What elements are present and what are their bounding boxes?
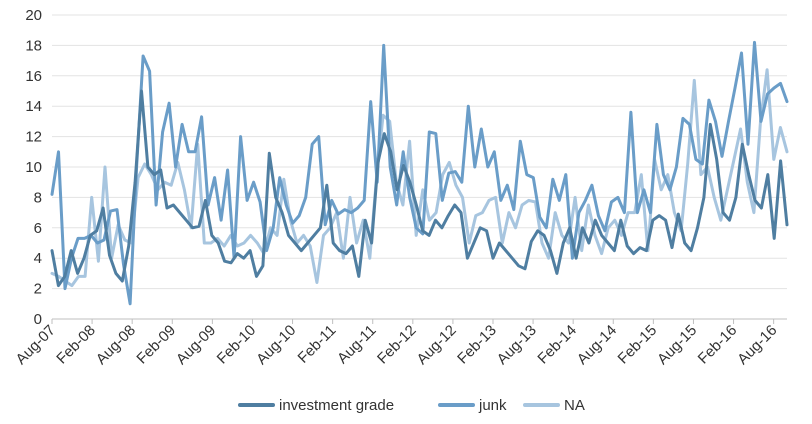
y-tick-label: 2 xyxy=(34,281,42,298)
x-tick-label: Aug-10 xyxy=(253,322,299,368)
x-tick-label: Feb-10 xyxy=(214,322,260,368)
series-line-investment-grade xyxy=(50,89,789,288)
y-tick-label: 12 xyxy=(25,129,42,146)
x-tick-label: Aug-13 xyxy=(494,322,540,368)
x-tick-label: Feb-11 xyxy=(295,322,340,367)
x-tick-label: Feb-14 xyxy=(534,322,580,368)
x-tick-label: Aug-15 xyxy=(654,322,700,368)
y-tick-label: 6 xyxy=(34,220,42,237)
y-tick-label: 14 xyxy=(25,98,42,115)
x-tick-label: Aug-12 xyxy=(414,322,460,368)
x-tick-label: Aug-14 xyxy=(574,322,620,368)
y-tick-label: 8 xyxy=(34,189,42,206)
legend-label: investment grade xyxy=(279,397,394,414)
y-tick-label: 4 xyxy=(34,250,42,267)
y-tick-label: 16 xyxy=(25,68,42,85)
x-tick-label: Feb-12 xyxy=(374,322,420,368)
y-tick-label: 18 xyxy=(25,37,42,54)
y-axis: 0 2 4 6 8 10 12 14 16 18 20 xyxy=(25,7,42,328)
series-lines xyxy=(50,40,789,306)
x-tick-label: Feb-08 xyxy=(53,322,99,368)
x-tick-label: Aug-16 xyxy=(734,322,780,368)
x-tick-label: Feb-16 xyxy=(695,322,741,368)
legend: investment grade junk NA xyxy=(238,397,585,414)
x-tick-label: Feb-09 xyxy=(133,322,179,368)
legend-label: junk xyxy=(478,397,507,414)
x-tick-label: Aug-09 xyxy=(173,322,219,368)
x-tick-label: Aug-07 xyxy=(13,322,59,368)
x-tick-label: Aug-11 xyxy=(334,322,379,367)
x-tick-label: Feb-15 xyxy=(615,322,661,368)
x-tick-label: Aug-08 xyxy=(93,322,139,368)
series-line-junk xyxy=(50,40,789,306)
x-tick-label: Feb-13 xyxy=(454,322,500,368)
x-axis: Aug-07Feb-08Aug-08Feb-09Aug-09Feb-10Aug-… xyxy=(13,319,780,368)
legend-label: NA xyxy=(564,397,585,414)
y-tick-label: 20 xyxy=(25,7,42,24)
y-tick-label: 0 xyxy=(34,311,42,328)
y-tick-label: 10 xyxy=(25,159,42,176)
